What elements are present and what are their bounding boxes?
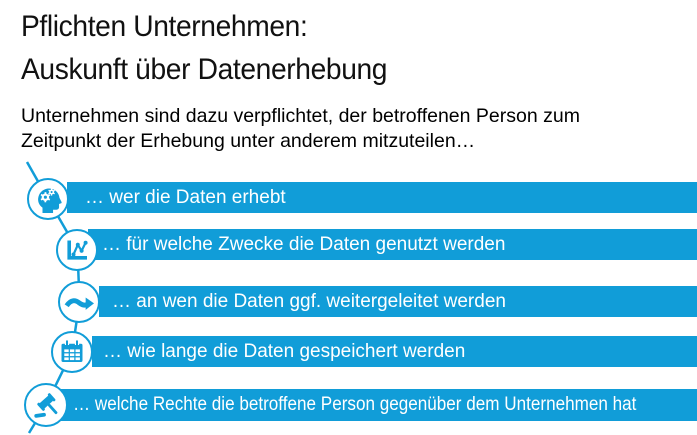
list-item-who-collects: … wer die Daten erhebt [67,182,697,213]
list-item-storage-duration: … wie lange die Daten gespeichert werden [92,336,697,367]
timeline-node-5 [24,383,68,427]
title-line-1: Pflichten Unternehmen: [21,10,308,43]
list-item-forwarded-to: … an wen die Daten ggf. weitergeleitet w… [99,286,697,317]
list-item-label: … für welche Zwecke die Daten genutzt we… [102,234,506,255]
title-line-2: Auskunft über Datenerhebung [21,53,388,86]
list-item-purposes: … für welche Zwecke die Daten genutzt we… [88,229,697,260]
timeline-node-1 [27,178,69,220]
intro-text: Unternehmen sind dazu verpflichtet, der … [21,104,580,154]
intro-line-1: Unternehmen sind dazu verpflichtet, der … [21,105,580,127]
gavel-icon [33,392,57,418]
line-chart-icon [67,240,88,260]
head-gears-icon [37,188,62,213]
page-title: Pflichten Unternehmen: Auskunft über Dat… [21,5,387,91]
intro-line-2: Zeitpunkt der Erhebung unter anderem mit… [21,130,476,152]
calendar-icon [61,340,83,362]
list-item-label: … an wen die Daten ggf. weitergeleitet w… [112,291,506,312]
list-item-label: … welche Rechte die betroffene Person ge… [73,394,637,415]
timeline-node-3 [58,281,100,323]
timeline-node-4 [51,331,93,373]
list-item-label: … wie lange die Daten gespeichert werden [103,341,466,362]
list-item-label: … wer die Daten erhebt [85,187,286,208]
timeline-node-2 [56,229,98,271]
list-item-rights: … welche Rechte die betroffene Person ge… [52,389,697,421]
arrow-right-icon [64,297,94,310]
